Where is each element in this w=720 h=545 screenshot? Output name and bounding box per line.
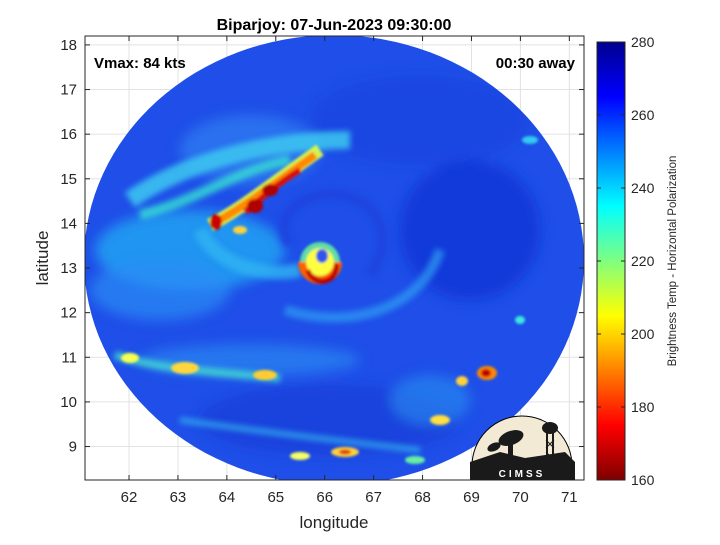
- x-tick-label: 69: [463, 489, 480, 506]
- y-axis-ticks: 9 10 11 12 13 14 15 16 17 18: [60, 37, 584, 456]
- y-tick-label: 12: [60, 305, 77, 322]
- water-tower-icon: [542, 422, 558, 434]
- x-tick-label: 68: [414, 489, 431, 506]
- x-tick-label: 64: [219, 489, 236, 506]
- colorbar-label: Brightness Temp - Horizontal Polarizatio…: [667, 156, 679, 367]
- cimss-logo-text: CIMSS: [499, 469, 546, 480]
- plot-frame: [84, 35, 585, 481]
- vmax-annotation: Vmax: 84 kts: [94, 55, 186, 72]
- convective-cores: [121, 136, 538, 464]
- y-tick-label: 16: [60, 126, 77, 143]
- x-tick-label: 70: [512, 489, 529, 506]
- x-tick-label: 62: [121, 489, 138, 506]
- map-title: Biparjoy: 07-Jun-2023 09:30:00: [217, 17, 452, 34]
- x-tick-label: 63: [170, 489, 187, 506]
- y-tick-label: 17: [60, 82, 77, 99]
- x-tick-label: 66: [316, 489, 333, 506]
- x-tick-label: 67: [365, 489, 382, 506]
- x-tick-label: 71: [561, 489, 578, 506]
- y-tick-label: 14: [60, 215, 77, 232]
- x-tick-label: 65: [267, 489, 284, 506]
- colorbar-tick-label: 240: [631, 180, 655, 196]
- colorbar-tick-label: 220: [631, 253, 655, 269]
- y-tick-label: 9: [69, 439, 77, 456]
- y-axis-label: latitude: [33, 231, 52, 286]
- y-tick-label: 11: [61, 349, 77, 366]
- satellite-dish-icon: [498, 430, 524, 446]
- colorbar-tick-label: 280: [631, 34, 655, 50]
- colorbar-ticks: 160 180 200 220 240 260 280: [597, 34, 655, 488]
- y-tick-label: 10: [60, 394, 77, 411]
- swath-imagery: [85, 36, 584, 480]
- colorbar-tick-label: 180: [631, 399, 655, 415]
- y-tick-label: 18: [60, 37, 77, 54]
- colorbar: [596, 41, 626, 481]
- time-offset-annotation: 00:30 away: [496, 55, 576, 72]
- cloud-field: [90, 75, 540, 455]
- colorbar-tick-label: 260: [631, 107, 655, 123]
- y-tick-label: 13: [60, 260, 77, 277]
- y-tick-label: 15: [60, 171, 77, 188]
- colorbar-tick-label: 160: [631, 472, 655, 488]
- cimss-logo: CIMSS: [470, 415, 575, 480]
- x-axis-label: longitude: [299, 513, 368, 532]
- colorbar-tick-label: 200: [631, 326, 655, 342]
